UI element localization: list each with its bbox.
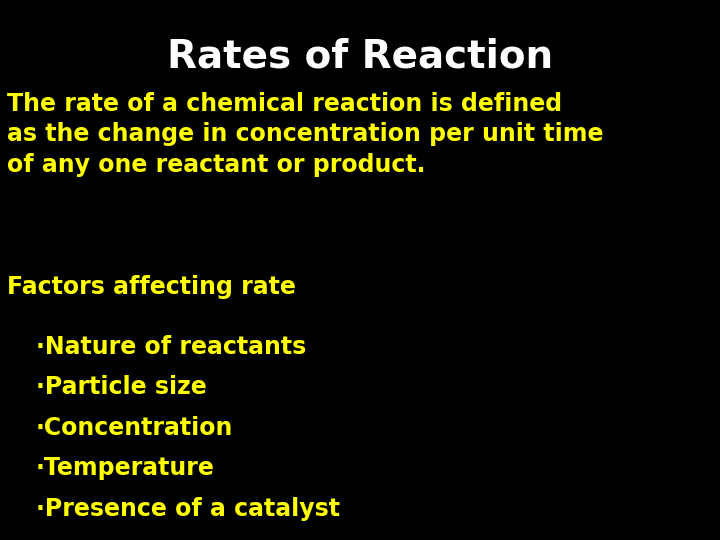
Text: Factors affecting rate: Factors affecting rate (7, 275, 296, 299)
Text: Rates of Reaction: Rates of Reaction (167, 38, 553, 76)
Text: ·Particle size: ·Particle size (36, 375, 207, 399)
Text: ·Presence of a catalyst: ·Presence of a catalyst (36, 497, 340, 521)
Text: ·Concentration: ·Concentration (36, 416, 233, 440)
Text: ·Temperature: ·Temperature (36, 456, 215, 480)
Text: ·Nature of reactants: ·Nature of reactants (36, 335, 306, 359)
Text: The rate of a chemical reaction is defined
as the change in concentration per un: The rate of a chemical reaction is defin… (7, 92, 603, 177)
